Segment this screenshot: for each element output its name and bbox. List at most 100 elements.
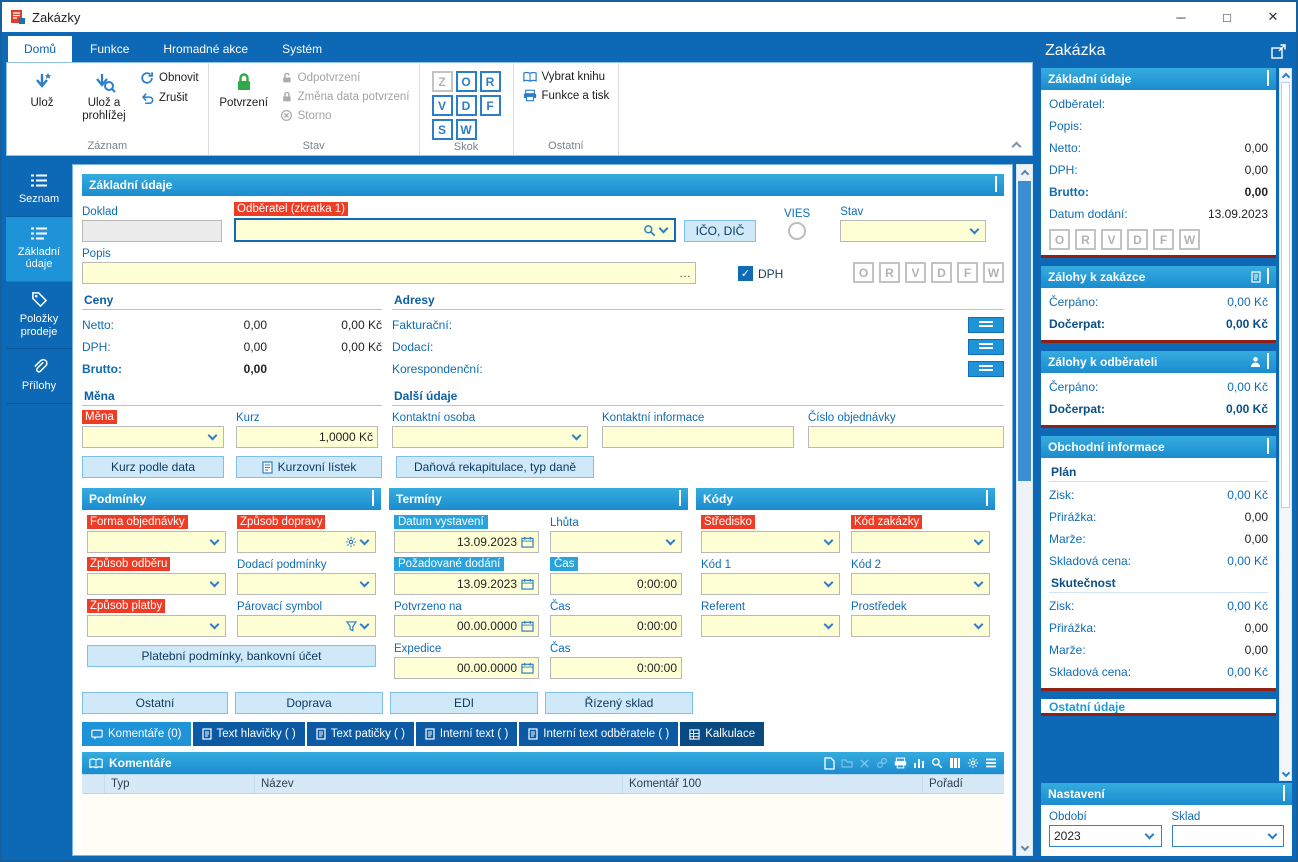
select-book-button[interactable]: Vybrat knihu [519, 70, 614, 84]
dph-checkbox[interactable]: ✓ [738, 266, 753, 281]
chevron-down-icon[interactable] [357, 619, 371, 630]
collapse-icon[interactable] [1267, 438, 1269, 454]
tab-text-hlavicky[interactable]: Text hlavičky ( ) [192, 722, 305, 746]
gear-icon[interactable] [345, 536, 357, 548]
kontaktni-informace-input[interactable] [602, 426, 794, 448]
filter-icon[interactable] [346, 620, 357, 632]
kod1-combo[interactable] [701, 573, 840, 595]
chevron-down-icon[interactable] [656, 223, 670, 234]
parovaci-symbol-combo[interactable] [237, 615, 376, 637]
close-button[interactable]: ✕ [1267, 9, 1279, 24]
chevron-down-icon[interactable] [569, 430, 583, 441]
rizeny-sklad-button[interactable]: Řízený sklad [545, 692, 693, 714]
chevron-down-icon[interactable] [967, 224, 981, 235]
tab-interni-text[interactable]: Interní text ( ) [415, 722, 518, 746]
forma-objednavky-combo[interactable] [87, 531, 226, 553]
sidebar-item-zakladni-udaje[interactable]: Základní údaje [6, 216, 72, 282]
zpusob-platby-combo[interactable] [87, 615, 226, 637]
platebni-podminky-button[interactable]: Platební podmínky, bankovní účet [87, 645, 376, 667]
sklad-combo[interactable] [1171, 825, 1284, 847]
jump-letter-f[interactable]: F [479, 95, 501, 116]
scroll-up-icon[interactable] [1017, 165, 1032, 179]
sidebar-item-prilohy[interactable]: Přílohy [6, 349, 72, 404]
scroll-down-icon[interactable] [1280, 768, 1291, 780]
chevron-down-icon[interactable] [1143, 829, 1157, 840]
potvrzeno-na-input[interactable]: 00.00.0000 [394, 615, 539, 637]
chevron-down-icon[interactable] [821, 535, 835, 546]
edi-button[interactable]: EDI [390, 692, 538, 714]
scroll-up-icon[interactable] [1280, 69, 1291, 81]
tab-text-paticky[interactable]: Text patičky ( ) [306, 722, 414, 746]
chevron-down-icon[interactable] [1265, 829, 1279, 840]
kod-zakazky-combo[interactable] [851, 531, 990, 553]
collapse-icon[interactable] [1283, 785, 1285, 801]
chart-icon[interactable] [913, 757, 925, 769]
cas-input[interactable]: 0:00:00 [550, 573, 682, 595]
chevron-down-icon[interactable] [357, 577, 371, 588]
datum-vystaveni-input[interactable]: 13.09.2023 [394, 531, 539, 553]
chevron-down-icon[interactable] [971, 535, 985, 546]
stredisko-combo[interactable] [701, 531, 840, 553]
ribbon-tab-domu[interactable]: Domů [8, 36, 73, 62]
odberatel-combo[interactable] [234, 218, 676, 242]
maximize-button[interactable]: □ [1223, 9, 1231, 25]
chevron-down-icon[interactable] [821, 619, 835, 630]
kontaktni-osoba-combo[interactable] [392, 426, 588, 448]
scroll-down-icon[interactable] [1017, 841, 1032, 855]
grid-body[interactable] [82, 794, 1004, 855]
person-icon[interactable] [1250, 356, 1261, 368]
print-icon[interactable] [894, 757, 907, 769]
sidebar-item-polozky-prodeje[interactable]: Položky prodeje [6, 282, 72, 350]
prostredek-combo[interactable] [851, 615, 990, 637]
popis-input[interactable]: … [82, 262, 696, 284]
minimize-button[interactable]: ─ [1176, 9, 1186, 25]
tab-komentare[interactable]: Komentáře (0) [82, 722, 191, 746]
tab-kalkulace[interactable]: Kalkulace [680, 722, 765, 746]
chevron-down-icon[interactable] [207, 619, 221, 630]
chevron-down-icon[interactable] [971, 577, 985, 588]
document-icon[interactable] [1251, 271, 1261, 283]
kurz-podle-data-button[interactable]: Kurz podle data [82, 456, 224, 478]
column-poradi[interactable]: Pořadí [922, 775, 1004, 793]
address-menu-button[interactable] [968, 317, 1004, 333]
columns-icon[interactable] [949, 757, 961, 769]
chevron-down-icon[interactable] [207, 577, 221, 588]
menu-icon[interactable] [985, 758, 997, 768]
confirm-button[interactable]: Potvrzení [214, 66, 274, 110]
pozadovane-dodani-input[interactable]: 13.09.2023 [394, 573, 539, 595]
collapse-icon[interactable] [679, 490, 681, 506]
kod2-combo[interactable] [851, 573, 990, 595]
scrollbar-thumb[interactable] [1018, 181, 1031, 481]
stav-combo[interactable] [840, 220, 987, 242]
column-typ[interactable]: Typ [104, 775, 254, 793]
calendar-icon[interactable] [521, 578, 534, 590]
collapse-icon[interactable] [1267, 70, 1269, 86]
main-scrollbar[interactable] [1016, 164, 1033, 856]
collapse-icon[interactable] [995, 176, 997, 192]
panel-section-ostatni-udaje[interactable]: Ostatní údaje [1041, 699, 1276, 716]
column-nazev[interactable]: Název [254, 775, 622, 793]
new-record-icon[interactable] [824, 756, 835, 770]
search-icon[interactable] [931, 757, 943, 769]
mena-combo[interactable] [82, 426, 224, 448]
danova-rekapitulace-button[interactable]: Daňová rekapitulace, typ daně [396, 456, 594, 478]
collapse-icon[interactable] [1267, 268, 1269, 284]
chevron-down-icon[interactable] [971, 619, 985, 630]
functions-print-button[interactable]: Funkce a tisk [519, 88, 614, 103]
column-komentar[interactable]: Komentář 100 [622, 775, 922, 793]
ico-dic-button[interactable]: IČO, DIČ [684, 220, 756, 242]
jump-letter-v[interactable]: V [431, 95, 453, 116]
obdobi-combo[interactable]: 2023 [1049, 825, 1162, 847]
jump-letter-d[interactable]: D [455, 95, 477, 116]
ribbon-tab-funkce[interactable]: Funkce [90, 42, 130, 56]
save-button[interactable]: Ulož [12, 66, 72, 110]
kurz-input[interactable]: 1,0000 Kč [236, 426, 378, 448]
cas-input[interactable]: 0:00:00 [550, 615, 682, 637]
collapse-icon[interactable] [1267, 353, 1269, 369]
calendar-icon[interactable] [521, 662, 534, 674]
calendar-icon[interactable] [521, 620, 534, 632]
jump-letter-o[interactable]: O [455, 71, 477, 92]
chevron-down-icon[interactable] [207, 535, 221, 546]
jump-letter-r[interactable]: R [479, 71, 501, 92]
calendar-icon[interactable] [521, 536, 534, 548]
